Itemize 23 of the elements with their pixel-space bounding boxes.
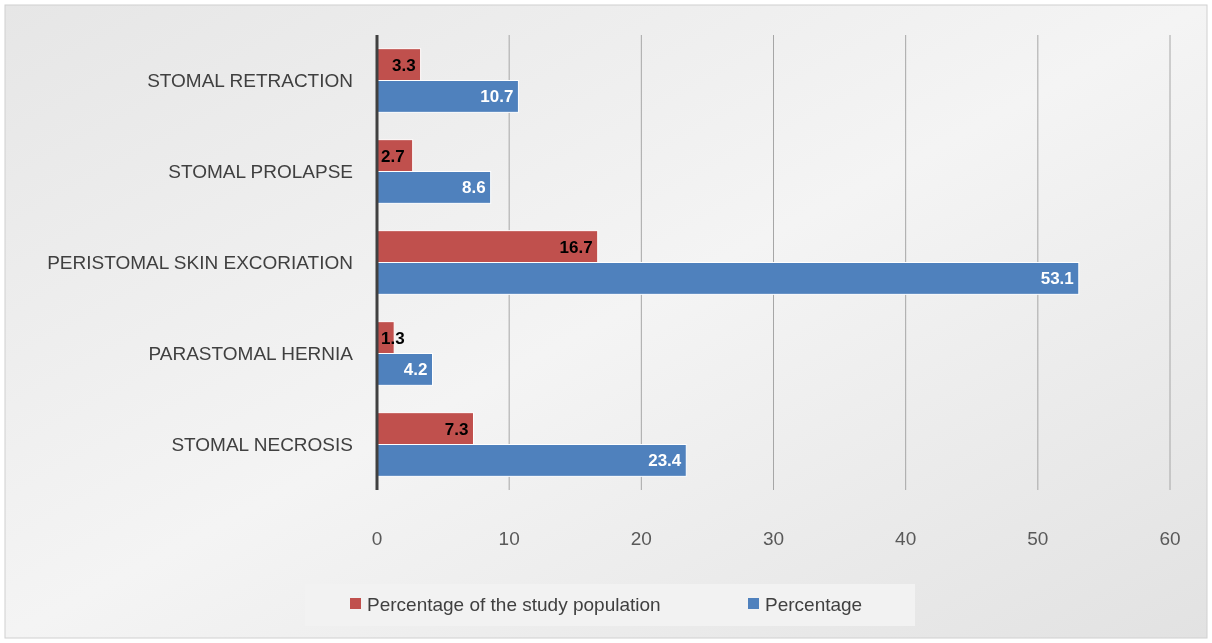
x-tick-label: 30 — [762, 528, 785, 549]
legend-label: Percentage of the study population — [367, 593, 661, 615]
x-tick-label: 0 — [371, 528, 383, 549]
y-tick-label: STOMAL PROLAPSE — [168, 161, 353, 183]
data-label: 3.3 — [391, 55, 416, 75]
y-tick-label: PERISTOMAL SKIN EXCORIATION — [47, 252, 353, 274]
y-tick-label: STOMAL NECROSIS — [171, 434, 353, 456]
legend-label: Percentage — [765, 593, 863, 615]
x-tick-label: 50 — [1027, 528, 1049, 549]
data-label: 2.7 — [381, 146, 405, 166]
x-tick-label: 10 — [498, 528, 520, 549]
data-label: 8.6 — [462, 178, 486, 198]
x-tick-label: 20 — [630, 528, 652, 549]
x-tick-label: 40 — [895, 528, 917, 549]
data-label: 4.2 — [403, 360, 428, 380]
data-label: 53.1 — [1040, 269, 1074, 289]
data-label: 23.4 — [648, 451, 682, 471]
data-label: 7.3 — [444, 419, 469, 439]
x-tick-label: 60 — [1159, 528, 1181, 549]
y-tick-label: STOMAL RETRACTION — [147, 70, 353, 92]
y-tick-label: PARASTOMAL HERNIA — [148, 343, 354, 365]
data-label: 10.7 — [480, 87, 514, 107]
data-label: 16.7 — [559, 237, 593, 257]
